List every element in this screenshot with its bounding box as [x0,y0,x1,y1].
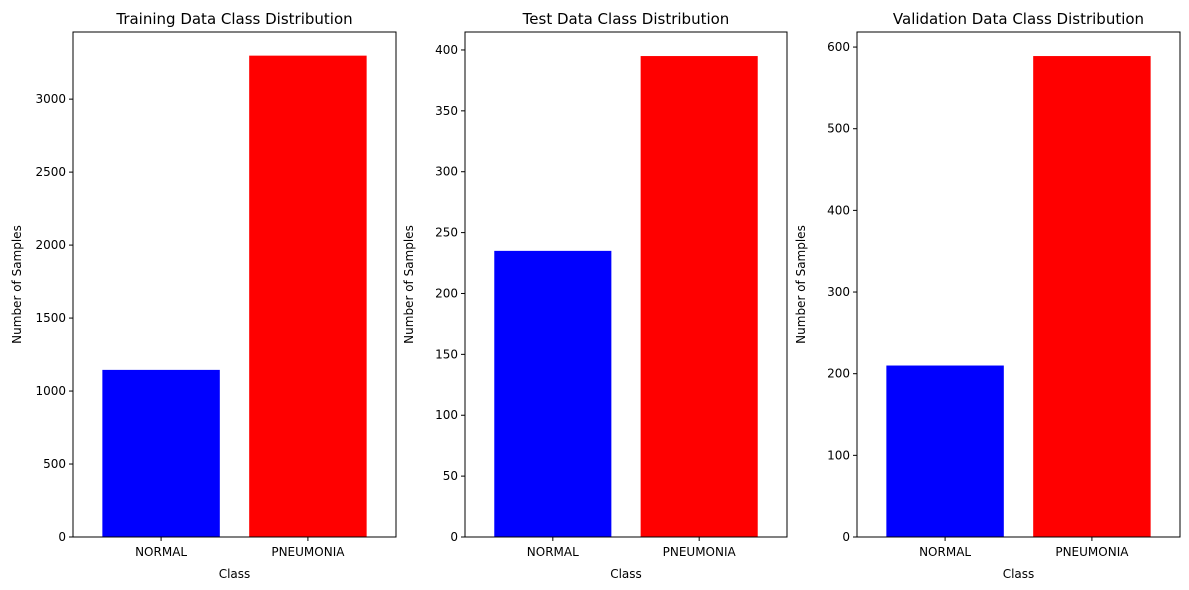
chart-title: Training Data Class Distribution [115,10,352,28]
y-tick-label: 0 [842,530,850,544]
chart-title: Validation Data Class Distribution [893,10,1144,28]
bar-normal [494,250,612,537]
y-tick-label: 100 [435,408,458,422]
y-tick-label: 1000 [35,384,66,398]
y-tick-label: 200 [435,286,458,300]
y-tick-label: 500 [43,457,66,471]
chart-panel-1: 0 500 1000 1500 2000 2500 3000 NORMAL PNEUMONIA T… [10,10,397,581]
y-tick-label: 2000 [35,238,66,252]
bar-pneumonia [1033,56,1151,538]
chart-panel-3: 0 100 200 300 400 500 600 NORMAL PNEUMONIA Valida… [794,10,1181,581]
bar-normal [886,365,1004,537]
y-tick-label: 3000 [35,92,66,106]
y-axis-label: Number of Samples [10,225,24,344]
y-tick-label: 400 [827,203,850,217]
y-tick-label: 2500 [35,165,66,179]
y-tick-label: 300 [827,285,850,299]
y-tick-label: 250 [435,226,458,240]
axes-frame [856,31,1181,538]
x-axis-label: Class [1003,567,1035,581]
x-tick-label: NORMAL [527,545,579,559]
x-tick-label: PNEUMONIA [271,545,345,559]
y-axis-label: Number of Samples [794,225,808,344]
x-axis-label: Class [219,567,251,581]
x-tick-label: PNEUMONIA [663,545,737,559]
y-tick-label: 400 [435,43,458,57]
y-tick-label: 600 [827,40,850,54]
y-tick-label: 200 [827,367,850,381]
x-axis-label: Class [610,567,642,581]
axes-frame [464,31,788,538]
y-tick-label: 0 [58,530,66,544]
y-tick-label: 1500 [35,311,66,325]
y-axis-label: Number of Samples [402,225,416,344]
bar-pneumonia [640,56,758,538]
y-tick-label: 100 [827,448,850,462]
x-tick-label: NORMAL [135,545,187,559]
bar-normal [102,369,220,537]
axes-frame [72,31,397,538]
x-tick-label: PNEUMONIA [1055,545,1129,559]
bar-pneumonia [249,55,367,538]
y-tick-label: 0 [450,530,458,544]
y-tick-label: 350 [435,104,458,118]
y-tick-label: 300 [435,165,458,179]
chart-panel-2: 0 50 100 150 200 250 300 350 400 NORMAL PNEUMONIA T… [402,10,788,581]
y-tick-label: 500 [827,122,850,136]
chart-title: Test Data Class Distribution [522,10,730,28]
y-tick-label: 50 [443,469,458,483]
x-tick-label: NORMAL [919,545,971,559]
y-tick-label: 150 [435,347,458,361]
